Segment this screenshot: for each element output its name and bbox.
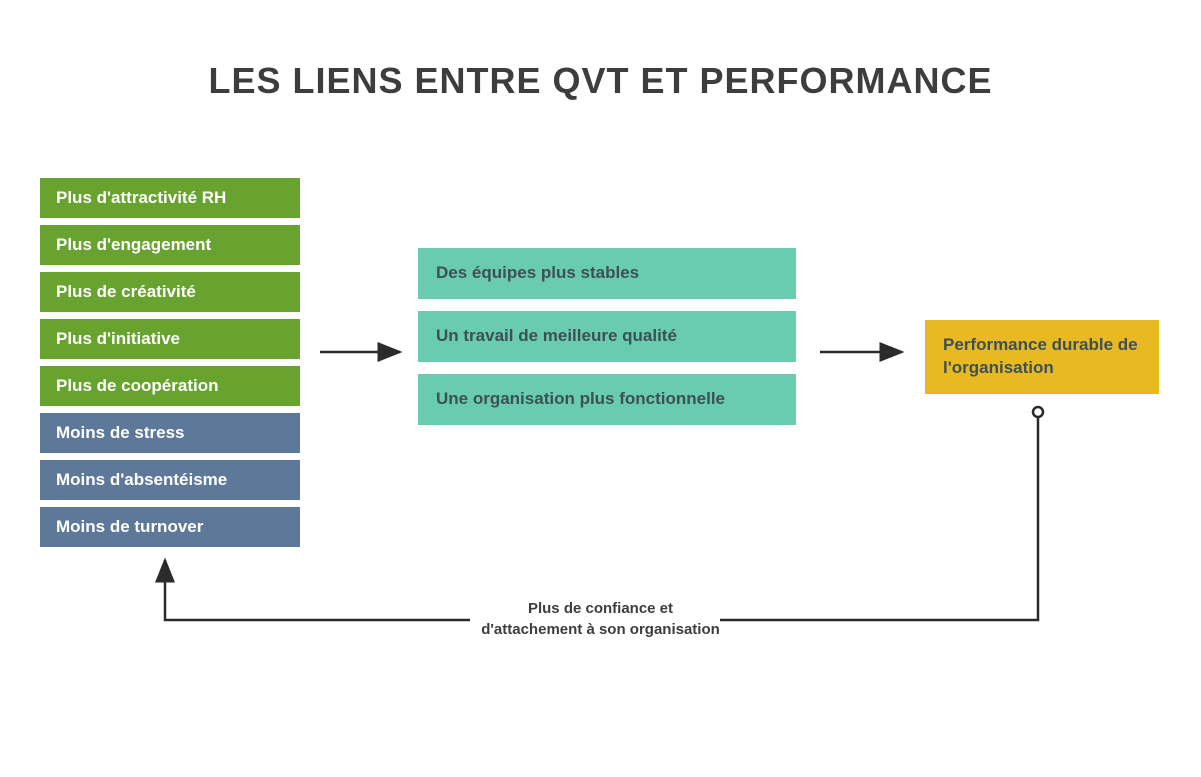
effect-label: Plus de créativité [56, 282, 196, 301]
column-outcomes: Des équipes plus stables Un travail de m… [418, 248, 796, 425]
effect-item: Moins de stress [40, 413, 300, 453]
effect-item: Moins d'absentéisme [40, 460, 300, 500]
outcome-item: Une organisation plus fonctionnelle [418, 374, 796, 425]
column-result: Performance durable de l'organisation [925, 320, 1159, 394]
effect-item: Plus de créativité [40, 272, 300, 312]
effect-label: Moins de turnover [56, 517, 203, 536]
effect-item: Plus d'engagement [40, 225, 300, 265]
effect-label: Plus de coopération [56, 376, 218, 395]
effect-label: Plus d'attractivité RH [56, 188, 226, 207]
outcome-label: Un travail de meilleure qualité [436, 326, 677, 345]
feedback-label: Plus de confiance etd'attachement à son … [0, 598, 1201, 640]
effect-item: Moins de turnover [40, 507, 300, 547]
effect-item: Plus d'attractivité RH [40, 178, 300, 218]
diagram-title: LES LIENS ENTRE QVT ET PERFORMANCE [0, 60, 1201, 102]
outcome-item: Des équipes plus stables [418, 248, 796, 299]
effect-label: Plus d'initiative [56, 329, 180, 348]
outcome-label: Une organisation plus fonctionnelle [436, 389, 725, 408]
feedback-start-circle [1033, 407, 1043, 417]
outcome-item: Un travail de meilleure qualité [418, 311, 796, 362]
column-effects: Plus d'attractivité RH Plus d'engagement… [40, 178, 300, 547]
result-label: Performance durable de l'organisation [943, 335, 1138, 377]
outcome-label: Des équipes plus stables [436, 263, 639, 282]
effect-label: Plus d'engagement [56, 235, 211, 254]
effect-label: Moins d'absentéisme [56, 470, 227, 489]
effect-label: Moins de stress [56, 423, 185, 442]
effect-item: Plus d'initiative [40, 319, 300, 359]
result-item: Performance durable de l'organisation [925, 320, 1159, 394]
effect-item: Plus de coopération [40, 366, 300, 406]
